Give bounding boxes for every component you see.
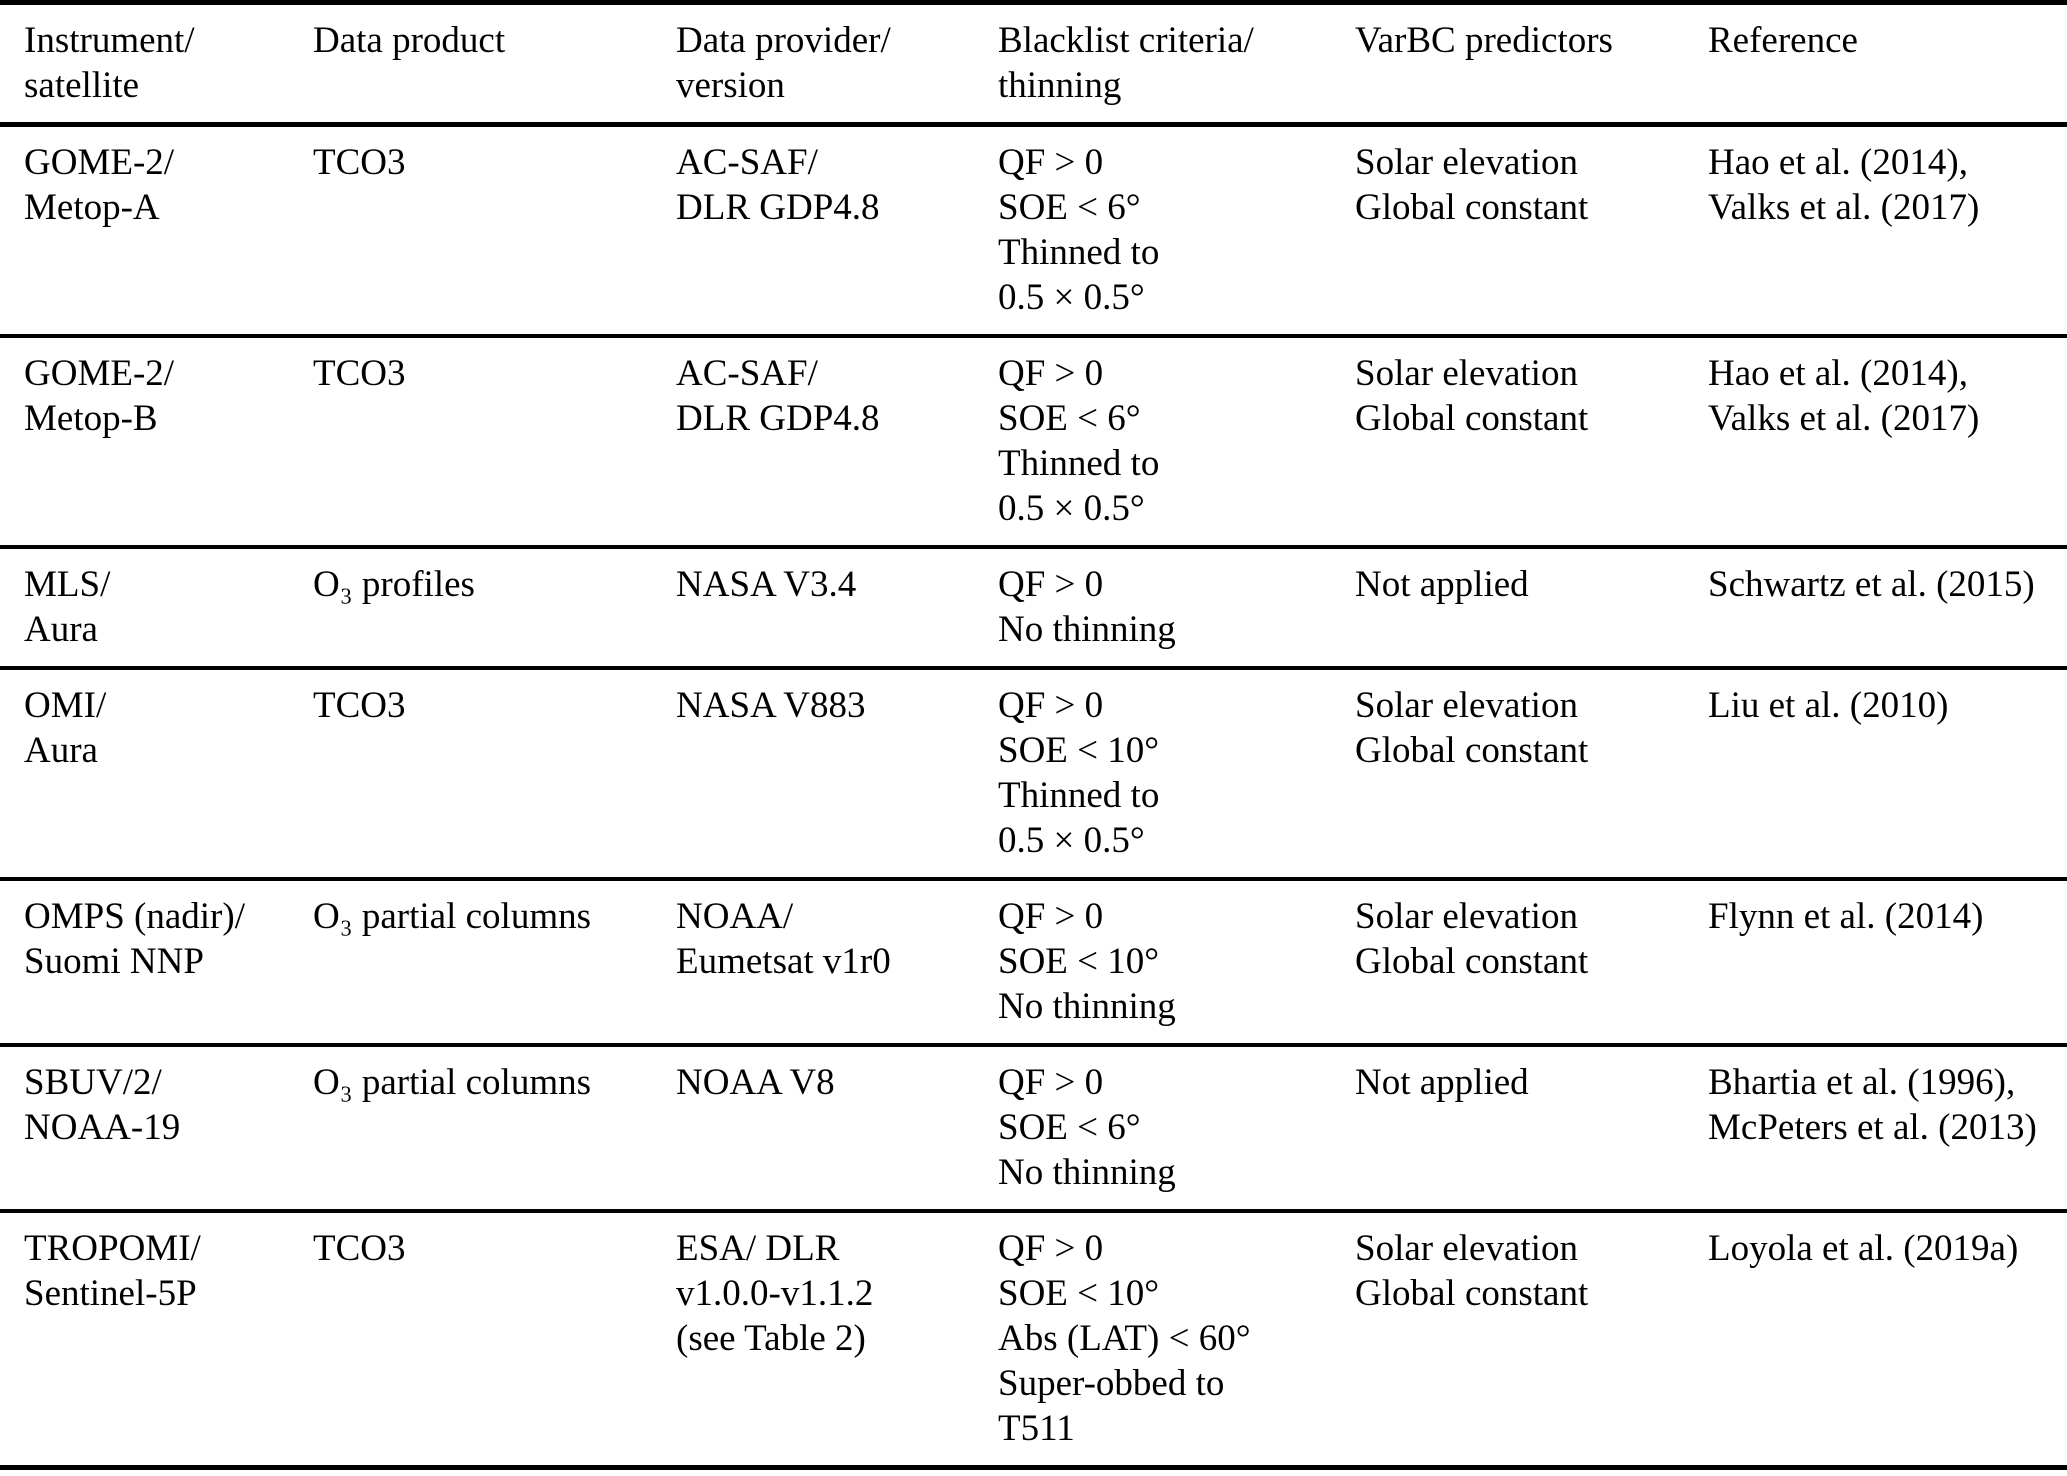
cell-varbc: Solar elevation Global constant [1355,353,1589,439]
cell-instrument: OMPS (nadir)/ Suomi NNP [24,896,245,982]
cell-data-product: O₃ partial columns [313,1062,592,1103]
cell-data-provider: ESA/ DLR v1.0.0-v1.1.2 (see Table 2) [676,1228,874,1359]
cell-varbc: Solar elevation Global constant [1355,896,1589,982]
cell-data-product: TCO3 [313,1228,406,1269]
header-row: Instrument/ satellite Data product Data … [0,3,2067,125]
cell-reference: Flynn et al. (2014) [1708,896,1984,937]
cell-blacklist: QF > 0 No thinning [998,564,1176,650]
cell-reference: Hao et al. (2014), Valks et al. (2017) [1708,353,1980,439]
cell-reference: Liu et al. (2010) [1708,685,1949,726]
col-header-data-provider-version: Data provider/ version [676,20,891,106]
col-header-varbc-predictors: VarBC predictors [1355,20,1613,61]
cell-data-provider: NASA V883 [676,685,866,726]
table-row-tropomi-sentinel5p: TROPOMI/ Sentinel-5P TCO3 ESA/ DLR v1.0.… [0,1211,2067,1468]
cell-data-provider: AC-SAF/ DLR GDP4.8 [676,353,880,439]
table-row-omps-suomi-nnp: OMPS (nadir)/ Suomi NNP O₃ partial colum… [0,879,2067,1045]
col-header-reference: Reference [1708,20,1858,61]
cell-data-product: TCO3 [313,353,406,394]
cell-instrument: OMI/ Aura [24,685,107,771]
cell-data-provider: NOAA/ Eumetsat v1r0 [676,896,891,982]
cell-blacklist: QF > 0 SOE < 10° No thinning [998,896,1176,1027]
table-row-gome2-metop-b: GOME-2/ Metop-B TCO3 AC-SAF/ DLR GDP4.8 … [0,336,2067,547]
cell-instrument: SBUV/2/ NOAA-19 [24,1062,181,1148]
cell-instrument: TROPOMI/ Sentinel-5P [24,1228,201,1314]
cell-data-provider: AC-SAF/ DLR GDP4.8 [676,142,880,228]
cell-instrument: GOME-2/ Metop-B [24,353,175,439]
cell-varbc: Solar elevation Global constant [1355,1228,1589,1314]
table-row-sbuv2-noaa19: SBUV/2/ NOAA-19 O₃ partial columns NOAA … [0,1045,2067,1211]
cell-reference: Hao et al. (2014), Valks et al. (2017) [1708,142,1980,228]
cell-reference: Schwartz et al. (2015) [1708,564,2035,605]
col-header-data-product: Data product [313,20,506,61]
cell-reference: Loyola et al. (2019a) [1708,1228,2019,1269]
cell-instrument: GOME-2/ Metop-A [24,142,175,228]
cell-varbc: Not applied [1355,564,1529,605]
cell-blacklist: QF > 0 SOE < 6° Thinned to 0.5 × 0.5° [998,353,1160,529]
table-row-omi-aura: OMI/ Aura TCO3 NASA V883 QF > 0 SOE < 10… [0,668,2067,879]
cell-data-product: TCO3 [313,685,406,726]
cell-varbc: Not applied [1355,1062,1529,1103]
cell-varbc: Solar elevation Global constant [1355,685,1589,771]
cell-instrument: MLS/ Aura [24,564,111,650]
cell-blacklist: QF > 0 SOE < 6° No thinning [998,1062,1176,1193]
cell-data-provider: NOAA V8 [676,1062,835,1103]
table-row-mls-aura: MLS/ Aura O₃ profiles NASA V3.4 QF > 0 N… [0,547,2067,668]
cell-data-provider: NASA V3.4 [676,564,857,605]
cell-data-product: TCO3 [313,142,406,183]
col-header-instrument-satellite: Instrument/ satellite [24,20,195,106]
cell-data-product: O₃ partial columns [313,896,592,937]
cell-blacklist: QF > 0 SOE < 10° Abs (LAT) < 60° Super-o… [998,1228,1251,1449]
cell-reference: Bhartia et al. (1996), McPeters et al. (… [1708,1062,2037,1148]
table-row-gome2-metop-a: GOME-2/ Metop-A TCO3 AC-SAF/ DLR GDP4.8 … [0,125,2067,336]
cell-blacklist: QF > 0 SOE < 10° Thinned to 0.5 × 0.5° [998,685,1160,861]
cell-blacklist: QF > 0 SOE < 6° Thinned to 0.5 × 0.5° [998,142,1160,318]
col-header-blacklist-criteria-thinning: Blacklist criteria/ thinning [998,20,1254,106]
cell-varbc: Solar elevation Global constant [1355,142,1589,228]
cell-data-product: O₃ profiles [313,564,475,605]
